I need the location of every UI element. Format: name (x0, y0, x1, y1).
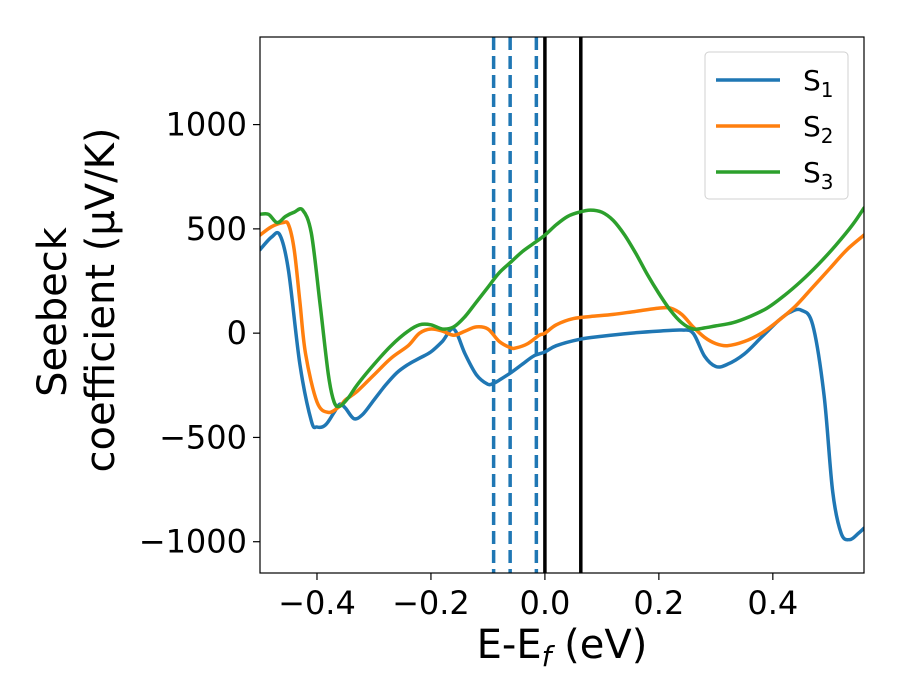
series-line-s3 (260, 206, 864, 409)
y-axis-title-line2: coefficient (μV/K) (78, 128, 124, 473)
legend-label-s3: S3 (803, 156, 834, 194)
legend: S1 S2 S3 (704, 51, 849, 200)
x-tick-label: 0.4 (747, 584, 798, 622)
y-tick-label: 0 (227, 314, 247, 352)
x-tick-label: 0.0 (519, 584, 570, 622)
y-axis-ticks: −1000 −500 0 500 1000 (139, 106, 260, 561)
series-lines (260, 206, 864, 542)
y-axis-title: Seebeck coefficient (μV/K) (30, 128, 124, 473)
legend-label-s1: S1 (803, 64, 834, 102)
y-tick-label: −1000 (139, 523, 247, 561)
x-tick-label: 0.2 (633, 584, 684, 622)
legend-label-s2: S2 (803, 110, 834, 148)
series-line-s2 (260, 220, 864, 415)
x-axis-ticks: −0.4 −0.2 0.0 0.2 0.4 (278, 573, 798, 622)
series-line-s1 (260, 230, 864, 542)
y-axis-title-line1: Seebeck (30, 226, 76, 397)
vertical-lines (491, 37, 583, 573)
x-axis-title: E-Ef (eV) (477, 622, 648, 673)
x-tick-label: −0.4 (278, 584, 356, 622)
y-tick-label: −500 (159, 418, 247, 456)
y-tick-label: 500 (186, 210, 247, 248)
plot-frame (259, 36, 865, 574)
x-tick-label: −0.2 (392, 584, 470, 622)
y-tick-label: 1000 (166, 106, 247, 144)
